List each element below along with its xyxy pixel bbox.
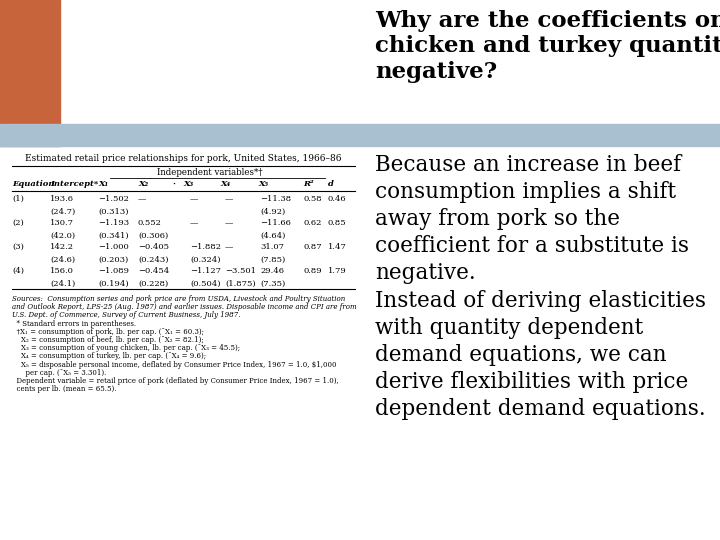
Text: 0.62: 0.62 <box>303 219 321 227</box>
Text: (2): (2) <box>12 219 24 227</box>
Text: 0.552: 0.552 <box>138 219 162 227</box>
Text: 0.87: 0.87 <box>303 243 322 251</box>
Text: Equation: Equation <box>12 180 55 188</box>
Text: −1.089: −1.089 <box>98 267 129 275</box>
Text: (42.0): (42.0) <box>50 232 75 240</box>
Text: −0.454: −0.454 <box>138 267 169 275</box>
Text: U.S. Dept. of Commerce, Survey of Current Business, July 1987.: U.S. Dept. of Commerce, Survey of Curren… <box>12 312 240 319</box>
Text: (0.203): (0.203) <box>98 256 128 264</box>
Text: −11.38: −11.38 <box>260 195 291 203</box>
Text: (7.85): (7.85) <box>260 256 285 264</box>
Text: d: d <box>328 180 334 188</box>
Text: (24.7): (24.7) <box>50 208 76 216</box>
Text: Why are the coefficients on beef,
chicken and turkey quantities
negative?: Why are the coefficients on beef, chicke… <box>375 10 720 83</box>
Text: −1.000: −1.000 <box>98 243 129 251</box>
Text: X₅: X₅ <box>258 180 268 188</box>
Text: 156.0: 156.0 <box>50 267 74 275</box>
Text: −1.882: −1.882 <box>190 243 221 251</box>
Text: and Outlook Report, LPS-25 (Aug. 1987) and earlier issues. Disposable income and: and Outlook Report, LPS-25 (Aug. 1987) a… <box>12 303 356 311</box>
Text: cents per lb. (mean = 65.5).: cents per lb. (mean = 65.5). <box>12 385 117 393</box>
Text: (24.1): (24.1) <box>50 280 76 288</box>
Text: 31.07: 31.07 <box>260 243 284 251</box>
Text: −1.502: −1.502 <box>98 195 129 203</box>
Text: (4.92): (4.92) <box>260 208 285 216</box>
Text: −0.405: −0.405 <box>138 243 169 251</box>
Text: X₄ = consumption of turkey, lb. per cap. (¯X₄ = 9.6);: X₄ = consumption of turkey, lb. per cap.… <box>12 353 206 360</box>
Text: 0.58: 0.58 <box>303 195 322 203</box>
Text: (7.35): (7.35) <box>260 280 285 288</box>
Text: (0.243): (0.243) <box>138 256 168 264</box>
Text: 193.6: 193.6 <box>50 195 74 203</box>
Text: Independent variables*†: Independent variables*† <box>157 168 263 177</box>
Text: X₃ = consumption of young chicken, lb. per cap. (¯X₃ = 45.5);: X₃ = consumption of young chicken, lb. p… <box>12 344 240 352</box>
Text: −1.127: −1.127 <box>190 267 221 275</box>
Text: —: — <box>190 219 199 227</box>
Text: (0.313): (0.313) <box>98 208 128 216</box>
Text: (1): (1) <box>12 195 24 203</box>
Text: R²: R² <box>303 180 314 188</box>
Text: (4): (4) <box>12 267 24 275</box>
Text: —: — <box>225 243 233 251</box>
Text: 0.89: 0.89 <box>303 267 322 275</box>
Text: (1.875): (1.875) <box>225 280 256 288</box>
Text: —: — <box>138 195 146 203</box>
Text: −11.66: −11.66 <box>260 219 291 227</box>
Bar <box>0 0 60 146</box>
Text: 142.2: 142.2 <box>50 243 74 251</box>
Text: —: — <box>225 195 233 203</box>
Bar <box>0 124 720 146</box>
Text: (24.6): (24.6) <box>50 256 75 264</box>
Text: Intercept*: Intercept* <box>50 180 98 188</box>
Text: −3.501: −3.501 <box>225 267 256 275</box>
Text: —: — <box>225 219 233 227</box>
Text: (0.504): (0.504) <box>190 280 220 288</box>
Text: 130.7: 130.7 <box>50 219 74 227</box>
Text: Estimated retail price relationships for pork, United States, 1966–86: Estimated retail price relationships for… <box>25 154 342 163</box>
Text: X₃: X₃ <box>183 180 193 188</box>
Text: (0.228): (0.228) <box>138 280 168 288</box>
Text: Because an increase in beef
consumption implies a shift
away from pork so the
co: Because an increase in beef consumption … <box>375 154 706 420</box>
Text: Dependent variable = retail price of pork (deflated by Consumer Price Index, 196: Dependent variable = retail price of por… <box>12 377 338 385</box>
Text: X₄: X₄ <box>220 180 230 188</box>
Text: X₂: X₂ <box>138 180 148 188</box>
Text: (3): (3) <box>12 243 24 251</box>
Text: (0.324): (0.324) <box>190 256 220 264</box>
Text: (0.306): (0.306) <box>138 232 168 240</box>
Text: X₁: X₁ <box>98 180 108 188</box>
Text: X₅ = disposable personal income, deflated by Consumer Price Index, 1967 = 1.0, $: X₅ = disposable personal income, deflate… <box>12 361 336 369</box>
Text: Sources:  Consumption series and pork price are from USDA, Livestock and Poultry: Sources: Consumption series and pork pri… <box>12 295 346 303</box>
Text: 1.79: 1.79 <box>328 267 347 275</box>
Text: * Standard errors in parentheses.: * Standard errors in parentheses. <box>12 320 136 328</box>
Text: †X₁ = consumption of pork, lb. per cap. (¯X₁ = 60.3);: †X₁ = consumption of pork, lb. per cap. … <box>12 328 204 336</box>
Text: 29.46: 29.46 <box>260 267 284 275</box>
Text: 0.46: 0.46 <box>328 195 346 203</box>
Text: —: — <box>190 195 199 203</box>
Text: (0.194): (0.194) <box>98 280 129 288</box>
Text: −1.193: −1.193 <box>98 219 129 227</box>
Text: (4.64): (4.64) <box>260 232 285 240</box>
Text: 1.47: 1.47 <box>328 243 347 251</box>
Text: per cap. (¯X₅ = 3.301).: per cap. (¯X₅ = 3.301). <box>12 369 107 377</box>
Text: (0.341): (0.341) <box>98 232 129 240</box>
Text: ·: · <box>172 180 175 188</box>
Text: 0.85: 0.85 <box>328 219 346 227</box>
Text: X₂ = consumption of beef, lb. per cap. (¯X₂ = 82.1);: X₂ = consumption of beef, lb. per cap. (… <box>12 336 204 344</box>
